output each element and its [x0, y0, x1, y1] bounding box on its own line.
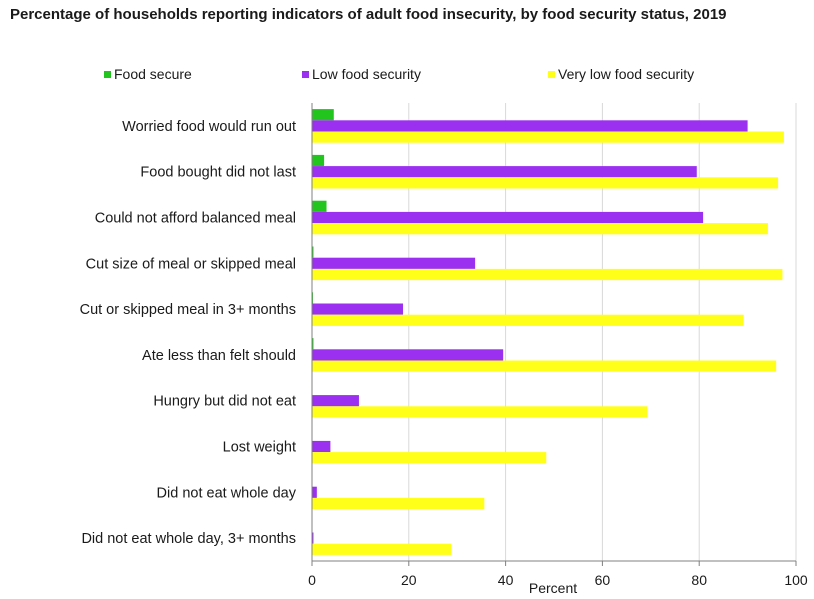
bar-very-low-food-security: [312, 543, 452, 555]
category-label: Ate less than felt should: [142, 348, 296, 364]
legend-swatch: [104, 71, 111, 78]
bars: [312, 109, 784, 555]
legend-label: Food secure: [114, 66, 192, 82]
x-tick-label: 60: [595, 572, 611, 588]
bar-very-low-food-security: [312, 131, 784, 143]
category-label: Worried food would run out: [122, 119, 296, 135]
category-label: Did not eat whole day, 3+ months: [81, 531, 296, 547]
bar-very-low-food-security: [312, 497, 485, 510]
bar-low-food-security: [312, 303, 403, 315]
bar-low-food-security: [312, 120, 748, 132]
legend: Food secure Low food security Very low foo…: [104, 66, 694, 82]
category-labels: Worried food would run out Food bought di…: [80, 119, 297, 547]
bar-low-food-security: [312, 440, 331, 453]
category-label: Cut size of meal or skipped meal: [86, 256, 296, 272]
bar-low-food-security: [312, 486, 317, 498]
bar-very-low-food-security: [312, 406, 648, 418]
bar-food-secure: [312, 154, 325, 167]
bar-very-low-food-security: [312, 177, 779, 189]
legend-swatch: [548, 71, 555, 78]
x-axis-title: Percent: [529, 580, 577, 596]
legend-swatch: [302, 71, 309, 78]
category-label: Food bought did not last: [140, 165, 296, 181]
bar-low-food-security: [312, 166, 697, 178]
legend-label: Low food security: [312, 66, 421, 82]
x-tick-label: 20: [401, 572, 417, 588]
bar-very-low-food-security: [312, 452, 547, 464]
bar-food-secure: [312, 338, 314, 350]
bar-food-secure: [312, 200, 327, 212]
bar-very-low-food-security: [312, 268, 783, 281]
x-axis: 0 20 40 60 80 100: [308, 103, 808, 588]
x-tick-label: 40: [498, 572, 514, 588]
bar-very-low-food-security: [312, 223, 768, 235]
bar-low-food-security: [312, 532, 314, 544]
x-tick-label: 100: [784, 572, 808, 588]
bar-low-food-security: [312, 211, 704, 224]
bar-low-food-security: [312, 349, 504, 361]
bar-low-food-security: [312, 257, 476, 269]
category-label: Lost weight: [223, 440, 296, 456]
bar-low-food-security: [312, 395, 359, 407]
category-label: Hungry but did not eat: [153, 394, 296, 410]
legend-label: Very low food security: [558, 66, 694, 82]
bar-food-secure: [312, 109, 334, 121]
bar-food-secure: [312, 246, 314, 258]
gridlines: [408, 103, 797, 561]
x-tick-label: 80: [691, 572, 707, 588]
chart-title: Percentage of households reporting indic…: [10, 6, 727, 23]
category-label: Cut or skipped meal in 3+ months: [80, 302, 296, 318]
category-label: Did not eat whole day: [157, 485, 297, 501]
bar-very-low-food-security: [312, 360, 777, 372]
category-label: Could not afford balanced meal: [95, 211, 296, 227]
x-tick-label: 0: [308, 572, 316, 588]
bar-very-low-food-security: [312, 314, 744, 326]
